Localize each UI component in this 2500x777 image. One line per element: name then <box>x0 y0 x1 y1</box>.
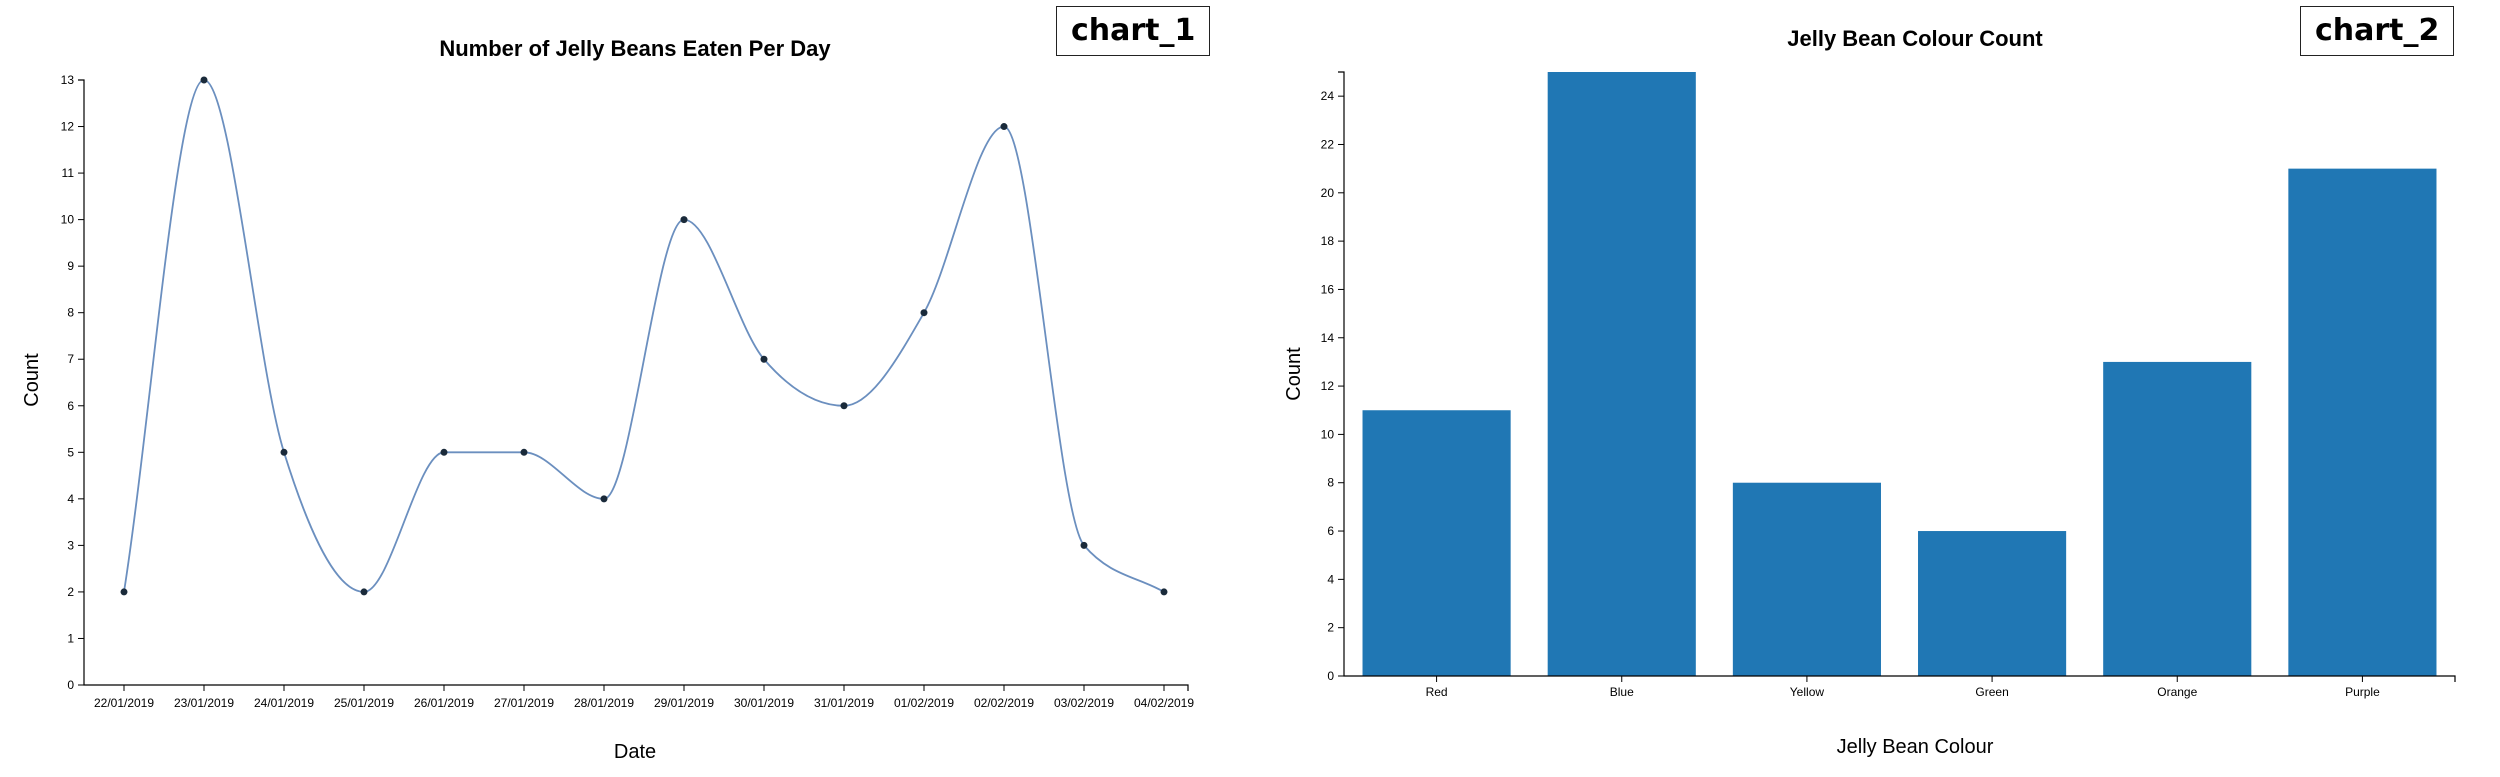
chart-1-title: Number of Jelly Beans Eaten Per Day <box>439 36 831 61</box>
chart-2-y-tick-label: 6 <box>1327 524 1334 538</box>
chart-2-x-tick-label: Orange <box>2157 685 2197 699</box>
chart-2-bar <box>1732 482 1881 676</box>
chart-1-data-point <box>520 448 528 456</box>
chart-1-y-tick-label: 10 <box>61 213 75 227</box>
chart-2-y-tick-label: 24 <box>1321 89 1335 103</box>
chart-2-y-tick-label: 20 <box>1321 186 1335 200</box>
chart-1-data-point <box>600 495 608 503</box>
chart-1-y-tick-label: 4 <box>67 492 74 506</box>
chart-1-data-point <box>680 216 688 224</box>
chart-2: Jelly Bean Colour Count Jelly Bean Colou… <box>1283 26 2456 758</box>
chart-1-data-point <box>360 588 368 596</box>
chart-1-data-point <box>840 402 848 410</box>
chart-2-title: Jelly Bean Colour Count <box>1787 26 2043 51</box>
chart-1-data-point <box>920 309 928 317</box>
chart-1-x-tick-label: 02/02/2019 <box>974 696 1034 710</box>
chart-1-y-tick-label: 9 <box>67 259 74 273</box>
chart-1-x-tick-label: 24/01/2019 <box>254 696 314 710</box>
chart-1-x-tick-label: 30/01/2019 <box>734 696 794 710</box>
chart-1-y-tick-label: 2 <box>67 585 74 599</box>
chart-1-data-point <box>1160 588 1168 596</box>
chart-1-x-tick-label: 28/01/2019 <box>574 696 634 710</box>
chart-2-y-tick-label: 14 <box>1321 331 1335 345</box>
chart-2-bar <box>1547 72 1696 676</box>
chart-1-x-tick-label: 01/02/2019 <box>894 696 954 710</box>
chart-1-y-tick-label: 1 <box>67 631 74 645</box>
chart-2-bar <box>1918 531 2067 676</box>
chart-1-data-point <box>440 448 448 456</box>
chart-2-x-ticks: Red Blue Yellow Green Orange Purple <box>1426 676 2380 699</box>
chart-1-data-point <box>200 76 208 84</box>
chart-1-data-point <box>760 355 768 363</box>
chart-1: Number of Jelly Beans Eaten Per Day Date… <box>21 36 1194 763</box>
chart-2-y-label: Count <box>1283 347 1305 401</box>
chart-2-y-tick-label: 12 <box>1321 379 1335 393</box>
chart-2-bar <box>2103 361 2252 676</box>
chart-1-y-tick-label: 3 <box>67 538 74 552</box>
chart-2-x-tick-label: Red <box>1426 685 1448 699</box>
chart-1-id-label: chart_1 <box>1056 6 1211 56</box>
chart-1-y-tick-label: 7 <box>67 352 74 366</box>
chart-1-x-tick-label: 29/01/2019 <box>654 696 714 710</box>
chart-1-x-tick-label: 03/02/2019 <box>1054 696 1114 710</box>
chart-2-x-tick-label: Purple <box>2345 685 2380 699</box>
chart-2-bar <box>1362 410 1511 676</box>
chart-1-data-point <box>1000 123 1008 131</box>
chart-1-y-tick-label: 8 <box>67 306 74 320</box>
chart-1-x-ticks: 22/01/2019 23/01/2019 24/01/2019 25/01/2019… <box>94 685 1194 710</box>
chart-2-y-tick-label: 10 <box>1321 427 1335 441</box>
chart-2-y-tick-label: 22 <box>1321 137 1335 151</box>
chart-1-x-tick-label: 26/01/2019 <box>414 696 474 710</box>
chart-2-x-label: Jelly Bean Colour <box>1837 736 1994 758</box>
chart-2-bars <box>1362 72 2437 676</box>
chart-1-x-tick-label: 04/02/2019 <box>1134 696 1194 710</box>
chart-2-x-tick-label: Yellow <box>1790 685 1825 699</box>
chart-1-x-tick-label: 23/01/2019 <box>174 696 234 710</box>
chart-1-y-tick-label: 13 <box>61 73 75 87</box>
chart-1-y-tick-label: 12 <box>61 120 75 134</box>
chart-1-y-tick-label: 6 <box>67 399 74 413</box>
chart-2-y-tick-label: 18 <box>1321 234 1335 248</box>
chart-1-x-tick-label: 27/01/2019 <box>494 696 554 710</box>
chart-2-y-tick-label: 16 <box>1321 282 1335 296</box>
chart-2-id-label: chart_2 <box>2300 6 2455 56</box>
chart-1-data-point <box>1080 541 1088 549</box>
chart-1-x-tick-label: 31/01/2019 <box>814 696 874 710</box>
chart-1-series-line <box>123 79 1165 593</box>
chart-1-y-tick-label: 0 <box>67 678 74 692</box>
chart-1-y-tick-label: 11 <box>62 166 75 180</box>
chart-1-x-label: Date <box>614 741 656 763</box>
chart-1-y-label: Count <box>21 353 43 407</box>
chart-1-data-point <box>120 588 128 596</box>
chart-2-x-tick-label: Green <box>1975 685 2008 699</box>
chart-2-y-tick-label: 4 <box>1327 572 1334 586</box>
chart-1-points <box>120 76 1168 596</box>
chart-2-y-tick-label: 0 <box>1327 669 1334 683</box>
chart-2-y-tick-label: 8 <box>1327 476 1334 490</box>
chart-2-y-tick-label: 2 <box>1327 621 1334 635</box>
chart-1-y-tick-label: 5 <box>67 445 74 459</box>
chart-1-x-tick-label: 22/01/2019 <box>94 696 154 710</box>
chart-2-x-tick-label: Blue <box>1610 685 1634 699</box>
chart-2-bar <box>2288 168 2437 676</box>
chart-1-data-point <box>280 448 288 456</box>
chart-1-x-tick-label: 25/01/2019 <box>334 696 394 710</box>
